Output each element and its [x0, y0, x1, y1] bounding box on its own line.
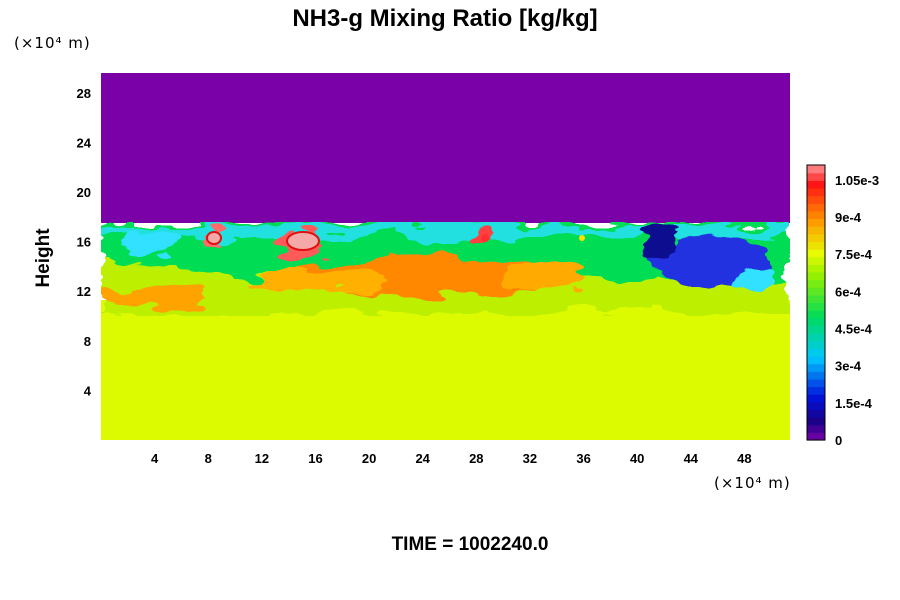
- y-tick-label: 16: [77, 235, 91, 250]
- mixing-ratio-field: [101, 73, 790, 440]
- colorbar-labels: 0 1.5e-4 3e-4 4.5e-4 6e-4 7.5e-4 9e-4 1.…: [835, 173, 879, 448]
- x-tick-label: 4: [151, 451, 159, 466]
- colorbar-band: [807, 195, 825, 204]
- colorbar-tick-label: 7.5e-4: [835, 247, 873, 262]
- x-tick-label: 36: [576, 451, 590, 466]
- colorbar-band: [807, 417, 825, 426]
- colorbar-band: [807, 409, 825, 418]
- x-tick-label: 40: [630, 451, 644, 466]
- x-tick-label: 20: [362, 451, 376, 466]
- colorbar-band: [807, 394, 825, 403]
- colorbar-band: [807, 271, 825, 281]
- colorbar-band: [807, 249, 825, 258]
- x-tick-label: 16: [308, 451, 322, 466]
- colorbar-band: [807, 432, 825, 441]
- colorbar-band: [807, 386, 825, 395]
- x-tick-label: 44: [684, 451, 699, 466]
- colorbar-band: [807, 233, 825, 242]
- colorbar-band: [807, 279, 825, 288]
- chart-title: NH3-g Mixing Ratio [kg/kg]: [292, 5, 597, 32]
- colorbar-band: [807, 317, 825, 327]
- y-axis-ticks: 4 8 12 16 20 24 28: [77, 86, 92, 399]
- colorbar-band: [807, 180, 825, 189]
- colorbar-band: [807, 165, 825, 174]
- colorbar-band: [807, 264, 825, 273]
- colorbar-band: [807, 256, 825, 265]
- colorbar-band: [807, 172, 825, 181]
- y-tick-label: 4: [84, 383, 92, 398]
- colorbar-band: [807, 310, 825, 319]
- colorbar-band: [807, 218, 825, 227]
- colorbar-band: [807, 424, 825, 433]
- y-tick-label: 24: [77, 135, 92, 150]
- x-tick-label: 8: [205, 451, 212, 466]
- colorbar-band: [807, 203, 825, 212]
- y-tick-label: 8: [84, 334, 91, 349]
- colorbar-band: [807, 355, 825, 365]
- x-unit-label: (×10⁴ m): [714, 474, 791, 492]
- field-turbulent-layer: [101, 222, 790, 316]
- y-tick-label: 12: [77, 284, 91, 299]
- y-axis-label: Height: [33, 228, 54, 288]
- colorbar-band: [807, 210, 825, 220]
- field-upper-layer: [101, 73, 790, 223]
- y-unit-label: (×10⁴ m): [14, 34, 91, 52]
- time-annotation: TIME = 1002240.0: [392, 534, 549, 555]
- y-tick-label: 28: [77, 86, 91, 101]
- colorbar: 0 1.5e-4 3e-4 4.5e-4 6e-4 7.5e-4 9e-4 1.…: [806, 164, 879, 448]
- x-tick-label: 32: [523, 451, 537, 466]
- colorbar-band: [807, 401, 825, 411]
- colorbar-band: [807, 187, 825, 197]
- colorbar-tick-label: 9e-4: [835, 210, 862, 225]
- field-lower-layer: [101, 300, 790, 440]
- colorbar-band: [807, 371, 825, 380]
- y-tick-label: 20: [77, 185, 91, 200]
- colorbar-band: [807, 333, 825, 342]
- x-tick-label: 48: [737, 451, 751, 466]
- colorbar-tick-label: 3e-4: [835, 359, 862, 374]
- colorbar-band: [807, 348, 825, 357]
- colorbar-tick-label: 4.5e-4: [835, 322, 873, 337]
- colorbar-tick-label: 1.05e-3: [835, 173, 879, 188]
- colorbar-band: [807, 294, 825, 304]
- x-tick-label: 24: [415, 451, 430, 466]
- colorbar-tick-label: 0: [835, 433, 842, 448]
- colorbar-band: [807, 378, 825, 388]
- x-tick-label: 12: [255, 451, 269, 466]
- colorbar-bands: [807, 165, 825, 441]
- x-axis-ticks: 4 8 12 16 20 24 28 32 36 40 44 48: [151, 451, 752, 466]
- colorbar-frame: [806, 164, 826, 441]
- x-tick-label: 28: [469, 451, 483, 466]
- colorbar-band: [807, 325, 825, 334]
- colorbar-band: [807, 226, 825, 235]
- colorbar-tick-label: 6e-4: [835, 284, 862, 299]
- colorbar-band: [807, 340, 825, 349]
- colorbar-band: [807, 302, 825, 311]
- colorbar-band: [807, 241, 825, 250]
- colorbar-band: [807, 287, 825, 296]
- colorbar-tick-label: 1.5e-4: [835, 396, 873, 411]
- colorbar-band: [807, 363, 825, 372]
